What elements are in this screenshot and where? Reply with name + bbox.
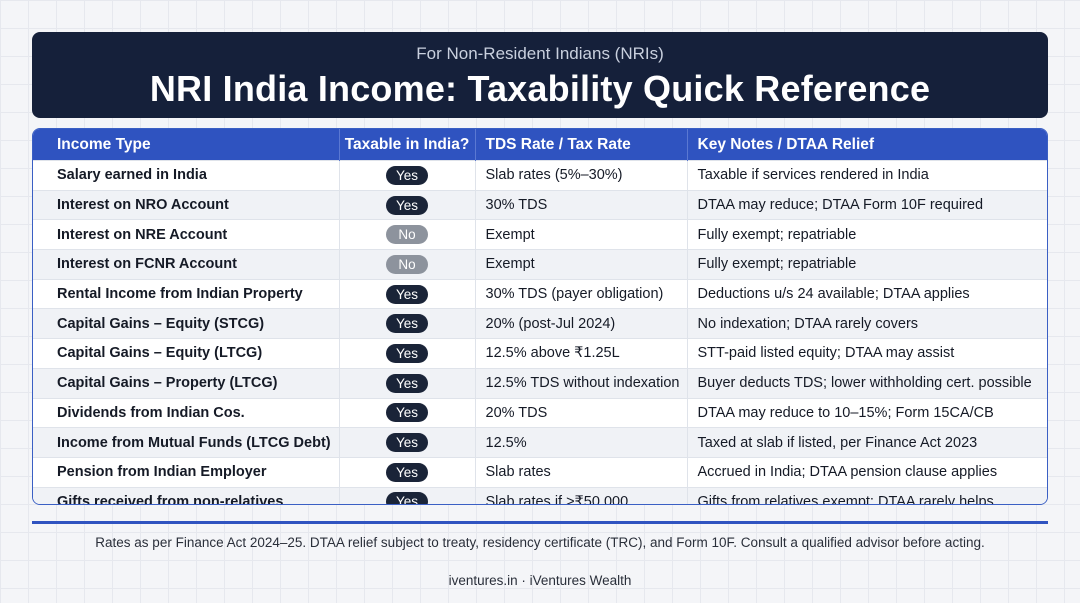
taxable-badge: Yes [386,165,428,185]
taxable-badge: Yes [386,492,428,504]
table-row: Dividends from Indian Cos. Yes 20% TDS DTAA… [33,397,1047,428]
taxable-badge: No [386,254,428,274]
table-row: Interest on FCNR Account No Exempt Fully ex… [33,249,1047,280]
taxable-cell: Yes [339,456,476,488]
income-type-cell: Capital Gains – Property (LTCG) [33,367,340,398]
notes-cell: Fully exempt; repatriable [687,249,1047,280]
table-header-row: Income Type Taxable in India? TDS Rate /… [33,129,1047,161]
notes-cell: STT-paid listed equity; DTAA may assist [687,338,1047,369]
taxable-badge: Yes [386,433,428,453]
tax-rate-cell: 20% TDS [475,397,688,428]
income-type-cell: Interest on NRO Account [33,189,340,220]
tax-rate-cell: Slab rates (5%–30%) [475,160,688,191]
taxable-cell: Yes [339,160,476,191]
taxable-cell: Yes [339,338,476,369]
taxable-badge: No [386,225,428,245]
tax-rate-cell: 30% TDS (payer obligation) [475,278,688,309]
notes-cell: Gifts from relatives exempt; DTAA rarely… [687,486,1047,504]
income-type-cell: Rental Income from Indian Property [33,278,340,309]
income-type-cell: Income from Mutual Funds (LTCG Debt) [33,427,340,458]
taxable-cell: No [339,219,476,250]
tax-rate-cell: 12.5% [475,427,688,458]
income-type-cell: Interest on FCNR Account [33,249,340,280]
table-row: Gifts received from non-relatives Yes Slab… [33,486,1047,504]
notes-cell: Taxed at slab if listed, per Finance Act… [687,427,1047,458]
notes-cell: No indexation; DTAA rarely covers [687,308,1047,339]
taxable-badge: Yes [386,373,428,393]
table-row: Interest on NRO Account Yes 30% TDS DTAA ma… [33,189,1047,220]
income-type-cell: Salary earned in India [33,160,340,191]
page-subtitle: For Non-Resident Indians (NRIs) [416,44,664,63]
notes-cell: Buyer deducts TDS; lower withholding cer… [687,367,1047,398]
tax-rate-cell: Exempt [475,249,688,280]
taxable-cell: Yes [339,397,476,428]
table-row: Capital Gains – Property (LTCG) Yes 12.5% … [33,367,1047,398]
taxable-cell: Yes [339,278,476,309]
table-body: Salary earned in India Yes Slab rates (5%–… [33,160,1047,504]
column-header-rate: TDS Rate / Tax Rate [475,129,688,161]
tax-rate-cell: 20% (post-Jul 2024) [475,308,688,339]
income-type-cell: Capital Gains – Equity (LTCG) [33,338,340,369]
notes-cell: DTAA may reduce; DTAA Form 10F required [687,189,1047,220]
table-row: Income from Mutual Funds (LTCG Debt) Yes 1… [33,427,1047,458]
table-row: Pension from Indian Employer Yes Slab rate… [33,456,1047,488]
taxable-cell: Yes [339,308,476,339]
taxable-badge: Yes [386,403,428,423]
table-row: Capital Gains – Equity (LTCG) Yes 12.5% ab… [33,338,1047,369]
table-row: Interest on NRE Account No Exempt Fully exe… [33,219,1047,250]
taxable-cell: Yes [339,486,476,504]
source-credit: iventures.in · iVentures Wealth [448,573,632,588]
taxable-cell: No [339,249,476,280]
tax-rate-cell: 30% TDS [475,189,688,220]
taxable-cell: Yes [339,367,476,398]
column-header-taxable: Taxable in India? [339,129,476,161]
tax-rate-cell: Slab rates [475,456,688,488]
table-row: Capital Gains – Equity (STCG) Yes 20% (pos… [33,308,1047,339]
income-type-cell: Interest on NRE Account [33,219,340,250]
taxable-badge: Yes [386,462,428,482]
notes-cell: DTAA may reduce to 10–15%; Form 15CA/CB [687,397,1047,428]
taxable-badge: Yes [386,343,428,363]
footer-divider [32,521,1048,524]
table-row: Rental Income from Indian Property Yes 30%… [33,278,1047,309]
income-type-cell: Gifts received from non-relatives [33,486,340,504]
taxability-table: Income Type Taxable in India? TDS Rate /… [33,129,1047,504]
taxable-cell: Yes [339,427,476,458]
notes-cell: Accrued in India; DTAA pension clause ap… [687,456,1047,488]
tax-rate-cell: 12.5% above ₹1.25L [475,338,688,369]
column-header-notes: Key Notes / DTAA Relief [687,129,1047,161]
tax-rate-cell: 12.5% TDS without indexation [475,367,688,398]
taxable-badge: Yes [386,195,428,215]
column-header-income-type: Income Type [33,129,340,161]
title-banner: For Non-Resident Indians (NRIs) NRI Indi… [32,32,1048,118]
notes-cell: Taxable if services rendered in India [687,160,1047,191]
taxable-badge: Yes [386,284,428,304]
tax-rate-cell: Slab rates if >₹50,000 [475,486,688,504]
footnote: Rates as per Finance Act 2024–25. DTAA r… [95,535,985,550]
income-type-cell: Pension from Indian Employer [33,456,340,488]
taxable-badge: Yes [386,314,428,334]
table-row: Salary earned in India Yes Slab rates (5%–… [33,160,1047,191]
notes-cell: Deductions u/s 24 available; DTAA applie… [687,278,1047,309]
income-type-cell: Capital Gains – Equity (STCG) [33,308,340,339]
income-type-cell: Dividends from Indian Cos. [33,397,340,428]
page-title: NRI India Income: Taxability Quick Refer… [149,68,931,109]
taxability-table-container: Income Type Taxable in India? TDS Rate /… [32,128,1048,505]
tax-rate-cell: Exempt [475,219,688,250]
taxable-cell: Yes [339,189,476,220]
notes-cell: Fully exempt; repatriable [687,219,1047,250]
